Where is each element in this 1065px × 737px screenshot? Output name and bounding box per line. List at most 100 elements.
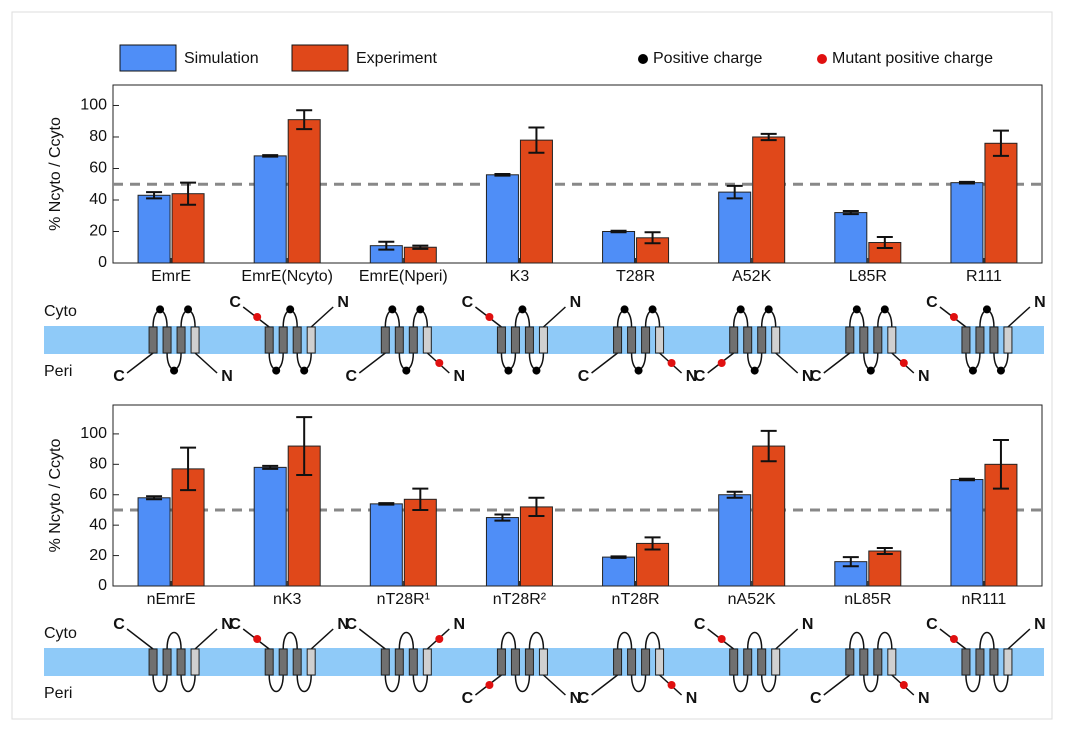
loop (864, 675, 878, 692)
terminus (359, 629, 385, 649)
helix (395, 649, 403, 675)
helix (628, 327, 636, 353)
helix (846, 649, 854, 675)
y-axis-label: % Ncyto / Ccyto (47, 117, 64, 231)
c-terminus-label: C (578, 368, 590, 385)
x-tick-label: EmrE(Nperi) (359, 268, 448, 285)
helix (642, 649, 650, 675)
c-terminus-label: C (113, 616, 125, 633)
terminus (543, 307, 565, 327)
c-terminus-label: C (229, 294, 241, 311)
y-tick-label: 20 (89, 223, 107, 240)
helix (730, 327, 738, 353)
bar (254, 467, 286, 586)
helix (539, 649, 547, 675)
y-axis-label: % Ncyto / Ccyto (47, 439, 64, 553)
charge (751, 367, 759, 375)
helix (656, 327, 664, 353)
terminus (1008, 307, 1030, 327)
bar (835, 213, 867, 263)
terminus (311, 629, 333, 649)
n-terminus-label: N (918, 690, 930, 707)
error-bar (262, 155, 278, 157)
helix (860, 649, 868, 675)
bar (951, 480, 983, 586)
helix (962, 327, 970, 353)
bar (288, 120, 320, 263)
plot-frame (113, 405, 1042, 586)
terminus (824, 353, 850, 373)
cyto-label: Cyto (44, 625, 77, 642)
loop (980, 633, 994, 650)
charge (388, 305, 396, 313)
helix (1004, 327, 1012, 353)
x-tick-label: nR111 (962, 591, 1007, 608)
loop (501, 633, 515, 650)
loop (181, 675, 195, 692)
terminus (824, 675, 850, 695)
charge (402, 367, 410, 375)
y-tick-label: 60 (89, 486, 107, 503)
terminus (592, 675, 618, 695)
c-terminus-label: C (346, 616, 358, 633)
helix (423, 327, 431, 353)
terminus (127, 629, 153, 649)
helix (874, 327, 882, 353)
helix (962, 649, 970, 675)
x-tick-label: EmrE (151, 268, 191, 285)
charge (765, 305, 773, 313)
n-terminus-label: N (918, 368, 930, 385)
helix (744, 649, 752, 675)
charge (286, 305, 294, 313)
terminus (127, 353, 153, 373)
terminus (592, 353, 618, 373)
plot-frame (113, 85, 1042, 263)
y-tick-label: 0 (98, 577, 107, 594)
mutant-charge (950, 635, 958, 643)
helix (758, 649, 766, 675)
mutant-charge (485, 313, 493, 321)
helix (772, 327, 780, 353)
helix (990, 649, 998, 675)
charge (737, 305, 745, 313)
charge (504, 367, 512, 375)
bar (869, 551, 901, 586)
peri-label: Peri (44, 363, 72, 380)
charge (867, 367, 875, 375)
error-bar (611, 231, 627, 233)
bar (603, 557, 635, 586)
helix (191, 649, 199, 675)
helix (614, 649, 622, 675)
helix (265, 649, 273, 675)
mutant-charge (253, 313, 261, 321)
helix (163, 649, 171, 675)
y-tick-label: 0 (98, 254, 107, 271)
bar (753, 137, 785, 263)
charge (156, 305, 164, 313)
n-terminus-label: N (454, 368, 466, 385)
helix (497, 327, 505, 353)
x-tick-label: nT28R (612, 591, 660, 608)
helix (307, 649, 315, 675)
x-tick-label: EmrE(Ncyto) (241, 268, 333, 285)
y-tick-label: 40 (89, 191, 107, 208)
legend-label: Mutant positive charge (832, 50, 993, 67)
helix (614, 327, 622, 353)
c-terminus-label: C (926, 616, 938, 633)
helix (990, 327, 998, 353)
legend-label: Positive charge (653, 50, 762, 67)
mutant-charge (950, 313, 958, 321)
helix (846, 327, 854, 353)
helix (381, 327, 389, 353)
error-bar (494, 174, 510, 176)
terminus (359, 353, 385, 373)
loop (878, 633, 892, 650)
bar (370, 504, 402, 586)
loop (167, 633, 181, 650)
loop (413, 675, 427, 692)
c-terminus-label: C (926, 294, 938, 311)
n-terminus-label: N (454, 616, 466, 633)
mutant-charge (485, 681, 493, 689)
x-tick-label: nK3 (273, 591, 302, 608)
charge (272, 367, 280, 375)
